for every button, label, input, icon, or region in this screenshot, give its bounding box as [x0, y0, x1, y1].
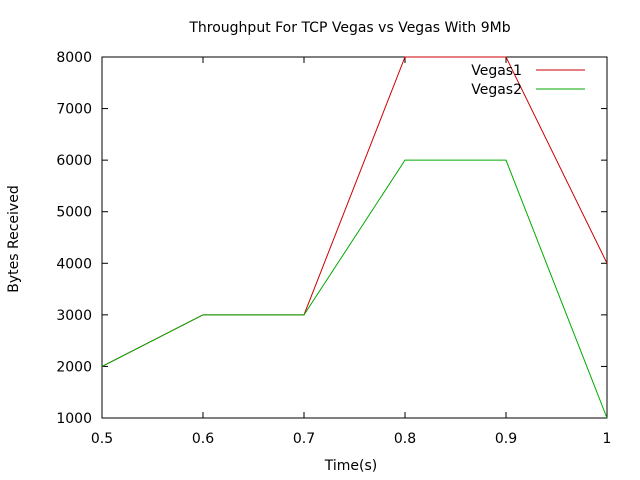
x-axis-label: Time(s) — [324, 458, 377, 474]
plot-frame — [101, 56, 608, 419]
y-tick-label: 1000 — [56, 411, 92, 427]
legend-label: Vegas2 — [471, 82, 522, 98]
y-tick-label: 4000 — [56, 256, 92, 272]
x-tick-label: 0.6 — [192, 431, 214, 447]
y-tick-label: 2000 — [56, 359, 92, 375]
x-tick-label: 0.8 — [394, 431, 416, 447]
x-tick-label: 0.9 — [495, 431, 517, 447]
x-tick-label: 1 — [603, 431, 612, 447]
y-axis-ticks: 1000 2000 3000 4000 5000 6000 7000 8000 — [56, 50, 607, 427]
x-axis-ticks: 0.5 0.6 0.7 0.8 0.9 1 — [91, 57, 612, 447]
y-tick-label: 8000 — [56, 50, 92, 66]
series-line-vegas2 — [101, 159, 608, 419]
series-lines — [101, 56, 608, 419]
y-axis-label: Bytes Received — [6, 185, 22, 292]
y-tick-label: 7000 — [56, 102, 92, 118]
y-tick-label: 6000 — [56, 153, 92, 169]
chart-title: Throughput For TCP Vegas vs Vegas With 9… — [188, 20, 510, 36]
y-tick-label: 5000 — [56, 205, 92, 221]
legend-label: Vegas1 — [471, 63, 522, 79]
legend: Vegas1 Vegas2 — [471, 63, 585, 98]
x-tick-label: 0.7 — [293, 431, 315, 447]
series-line-vegas1 — [101, 56, 608, 367]
y-tick-label: 3000 — [56, 308, 92, 324]
x-tick-label: 0.5 — [91, 431, 113, 447]
